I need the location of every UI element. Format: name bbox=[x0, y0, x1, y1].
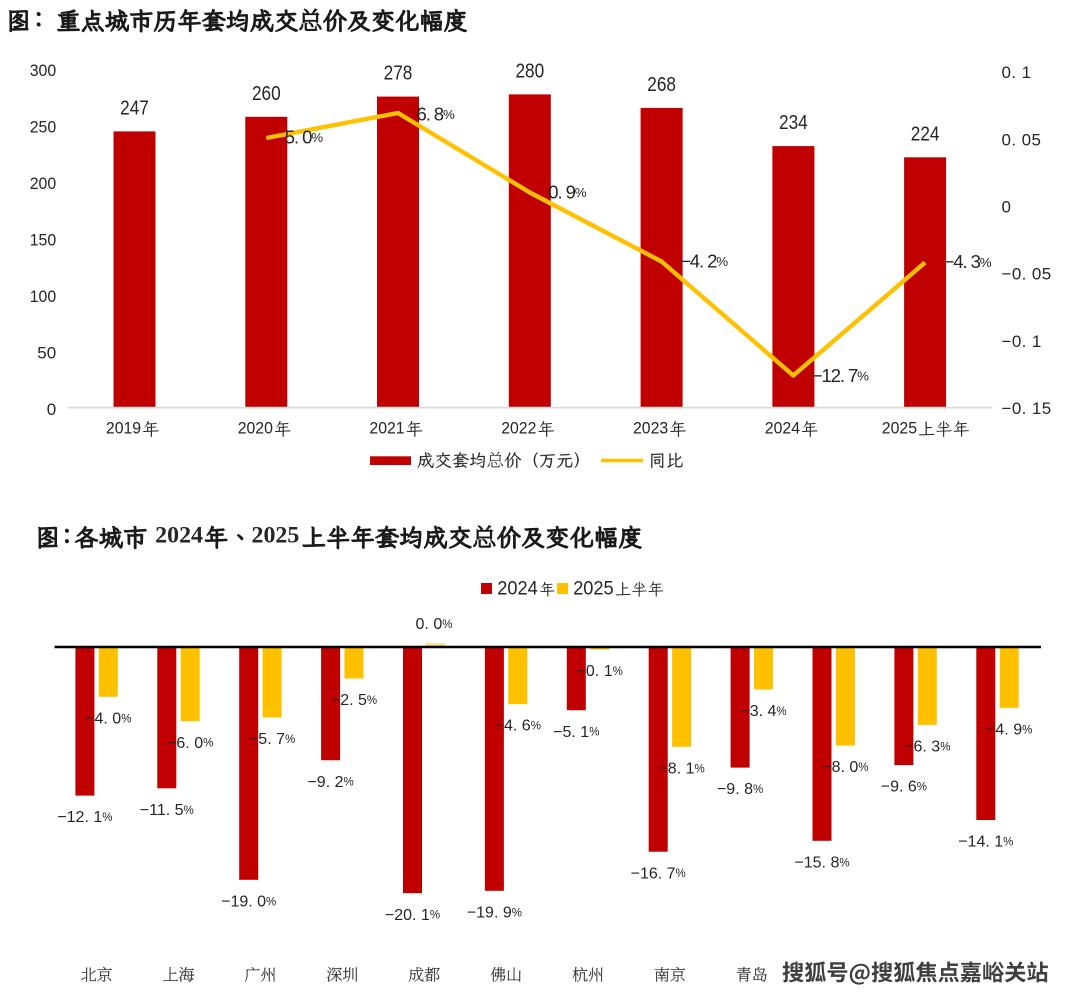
svg-text:300: 300 bbox=[30, 61, 57, 80]
svg-text:234: 234 bbox=[779, 112, 808, 134]
svg-text:2019: 2019 bbox=[106, 420, 141, 438]
svg-text:−19. 9%: −19. 9% bbox=[467, 904, 522, 921]
svg-text:−8. 1%: −8. 1% bbox=[658, 760, 704, 777]
svg-text:268: 268 bbox=[647, 74, 676, 96]
svg-text:0: 0 bbox=[47, 400, 56, 419]
svg-text:−11. 5%: −11. 5% bbox=[140, 802, 194, 819]
svg-text:−4. 3%: −4. 3% bbox=[944, 251, 992, 272]
svg-text:−8. 0%: −8. 0% bbox=[822, 759, 868, 776]
svg-text:−15. 8%: −15. 8% bbox=[794, 854, 849, 871]
svg-text:2021: 2021 bbox=[369, 420, 404, 438]
svg-text:−12. 7%: −12. 7% bbox=[812, 365, 869, 386]
svg-text:−16. 7%: −16. 7% bbox=[631, 865, 686, 882]
svg-text:−4. 9%: −4. 9% bbox=[986, 721, 1032, 738]
svg-text:−4. 0%: −4. 0% bbox=[85, 710, 131, 727]
svg-text:0. 0%: 0. 0% bbox=[416, 616, 453, 633]
svg-text:−0. 1%: −0. 1% bbox=[577, 663, 623, 680]
svg-text:−14. 1%: −14. 1% bbox=[958, 834, 1013, 851]
svg-text:5. 0%: 5. 0% bbox=[285, 127, 323, 148]
svg-text:−0. 1: −0. 1 bbox=[1002, 332, 1042, 351]
svg-text:−0. 05: −0. 05 bbox=[1002, 265, 1052, 284]
svg-text:6. 8%: 6. 8% bbox=[417, 104, 455, 125]
svg-text:2025: 2025 bbox=[252, 523, 300, 548]
svg-text:2024: 2024 bbox=[155, 523, 203, 548]
svg-text:200: 200 bbox=[30, 174, 57, 193]
svg-text:260: 260 bbox=[252, 83, 281, 105]
svg-text:280: 280 bbox=[515, 60, 544, 82]
svg-text:−20. 1%: −20. 1% bbox=[385, 907, 440, 924]
svg-text:2024: 2024 bbox=[497, 578, 538, 599]
svg-text:0: 0 bbox=[1002, 198, 1012, 217]
svg-text:−6. 0%: −6. 0% bbox=[167, 735, 213, 752]
svg-text:150: 150 bbox=[30, 231, 57, 250]
svg-text:2020: 2020 bbox=[238, 420, 273, 438]
svg-text:0. 9%: 0. 9% bbox=[548, 182, 586, 203]
svg-text:−5. 7%: −5. 7% bbox=[249, 731, 295, 748]
svg-text:2024: 2024 bbox=[765, 420, 800, 438]
svg-text:247: 247 bbox=[120, 97, 149, 119]
svg-text:0. 1: 0. 1 bbox=[1002, 63, 1032, 82]
svg-text:−4. 2%: −4. 2% bbox=[680, 251, 728, 272]
svg-text:−9. 6%: −9. 6% bbox=[881, 779, 927, 796]
svg-text:0. 05: 0. 05 bbox=[1002, 130, 1042, 149]
svg-text:−2. 5%: −2. 5% bbox=[331, 692, 377, 709]
svg-text:250: 250 bbox=[30, 118, 57, 137]
svg-text:−9. 2%: −9. 2% bbox=[307, 774, 353, 791]
svg-text:2025: 2025 bbox=[882, 420, 917, 438]
svg-text:278: 278 bbox=[384, 63, 413, 85]
svg-text:100: 100 bbox=[30, 287, 57, 306]
svg-text:−5. 1%: −5. 1% bbox=[553, 724, 599, 741]
svg-text:2022: 2022 bbox=[501, 420, 536, 438]
svg-text:−0. 15: −0. 15 bbox=[1002, 399, 1052, 418]
svg-text:−4. 6%: −4. 6% bbox=[495, 718, 541, 735]
svg-text:−19. 0%: −19. 0% bbox=[221, 893, 276, 910]
svg-text:−9. 8%: −9. 8% bbox=[717, 781, 763, 798]
svg-text:−12. 1%: −12. 1% bbox=[57, 809, 112, 826]
svg-text:2023: 2023 bbox=[633, 420, 668, 438]
svg-text:50: 50 bbox=[37, 344, 56, 363]
svg-text:−6. 3%: −6. 3% bbox=[904, 739, 950, 756]
svg-text:−3. 4%: −3. 4% bbox=[740, 703, 786, 720]
svg-text:224: 224 bbox=[911, 123, 940, 145]
svg-text:2025: 2025 bbox=[573, 578, 614, 599]
